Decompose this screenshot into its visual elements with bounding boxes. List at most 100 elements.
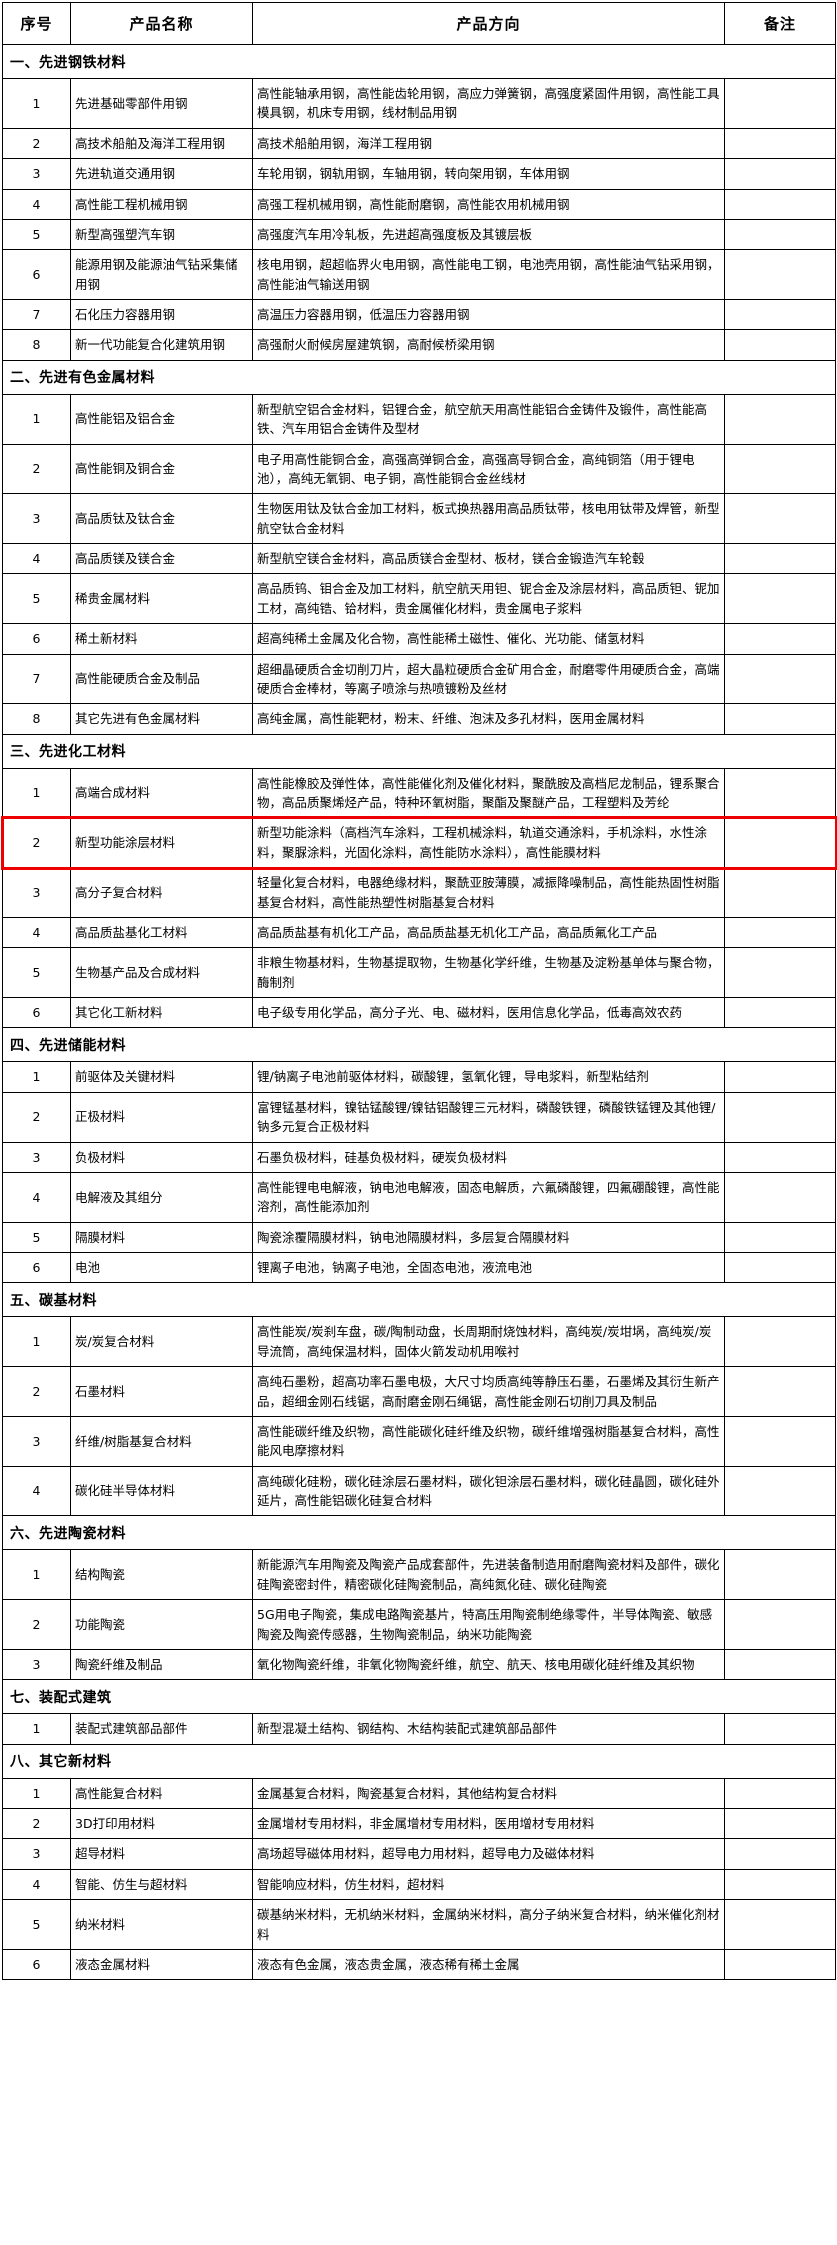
cell-remark — [724, 1713, 836, 1745]
table-row: 6 能源用钢及能源油气钻采集储用钢 核电用钢，超超临界火电用钢，高性能电工钢，电池壳… — [2, 249, 836, 300]
cell-product-direction: 新能源汽车用陶瓷及陶瓷产品成套部件，先进装备制造用耐磨陶瓷材料及部件，碳化硅陶瓷… — [252, 1549, 725, 1601]
cell-sequence-number: 3 — [2, 867, 71, 918]
cell-product-name: 高技术船舶及海洋工程用钢 — [70, 127, 253, 160]
cell-product-direction: 富锂锰基材料，镍钴锰酸锂/镍钴铝酸锂三元材料，磷酸铁锂，磷酸铁锰锂及其他锂/钠多… — [252, 1091, 725, 1143]
cell-product-name: 其它先进有色金属材料 — [70, 703, 253, 735]
cell-sequence-number: 5 — [2, 1899, 71, 1950]
cell-sequence-number: 3 — [2, 1141, 71, 1173]
column-header-name: 产品名称 — [70, 2, 253, 45]
table-row-highlighted: 2 新型功能涂层材料 新型功能涂料（高档汽车涂料，工程机械涂料，轨道交通涂料，手机涂… — [0, 815, 837, 870]
cell-product-direction: 高性能轴承用钢，高性能齿轮用钢，高应力弹簧钢，高强度紧固件用钢，高性能工具模具钢… — [252, 78, 725, 129]
table-row: 2 高技术船舶及海洋工程用钢 高技术船舶用钢，海洋工程用钢 — [2, 127, 836, 160]
cell-product-name: 液态金属材料 — [70, 1948, 253, 1981]
cell-remark — [724, 1061, 836, 1093]
cell-remark — [724, 653, 836, 705]
cell-remark — [724, 1465, 836, 1517]
cell-remark — [724, 1899, 836, 1950]
cell-remark — [724, 493, 836, 544]
cell-sequence-number: 3 — [2, 1415, 71, 1467]
cell-sequence-number: 8 — [2, 703, 71, 735]
cell-product-direction: 锂/钠离子电池前驱体材料，碳酸锂，氢氧化锂，导电浆料，新型粘结剂 — [252, 1061, 725, 1093]
section-title: 八、其它新材料 — [2, 1743, 836, 1779]
cell-remark — [724, 1366, 836, 1417]
cell-product-name: 新一代功能复合化建筑用钢 — [70, 329, 253, 361]
cell-product-direction: 新型航空铝合金材料，铝锂合金，航空航天用高性能铝合金铸件及锻件，高性能高铁、汽车… — [252, 393, 725, 445]
cell-product-name: 超导材料 — [70, 1838, 253, 1870]
section-header-row: 三、先进化工材料 — [2, 733, 836, 769]
table-row: 4 高品质盐基化工材料 高品质盐基有机化工产品，高品质盐基无机化工产品，高品质氟化工… — [2, 916, 836, 949]
cell-product-direction: 高性能炭/炭刹车盘，碳/陶制动盘，长周期耐烧蚀材料，高纯炭/炭坩埚，高纯炭/炭导… — [252, 1316, 725, 1368]
cell-product-direction: 电子用高性能铜合金，高强高弹铜合金，高强高导铜合金，高纯铜箔（用于锂电池），高纯… — [252, 443, 725, 495]
cell-remark — [724, 1171, 836, 1223]
cell-remark — [724, 703, 836, 735]
section-title: 四、先进储能材料 — [2, 1027, 836, 1063]
cell-sequence-number: 2 — [2, 127, 71, 160]
cell-remark — [724, 916, 836, 949]
cell-product-name: 智能、仿生与超材料 — [70, 1868, 253, 1901]
table-row: 5 稀贵金属材料 高品质钨、钼合金及加工材料，航空航天用钽、铌合金及涂层材料，高品质… — [2, 573, 836, 625]
cell-product-name: 电池 — [70, 1251, 253, 1284]
cell-product-name: 生物基产品及合成材料 — [70, 947, 253, 998]
cell-product-name: 高品质镁及镁合金 — [70, 542, 253, 575]
cell-product-direction: 高强度汽车用冷轧板，先进超高强度板及其镀层板 — [252, 218, 725, 251]
cell-remark — [724, 1648, 836, 1681]
section-header-row: 七、装配式建筑 — [2, 1679, 836, 1715]
cell-remark — [724, 1948, 836, 1981]
cell-remark — [724, 867, 836, 918]
cell-remark — [724, 817, 836, 869]
cell-product-name: 其它化工新材料 — [70, 996, 253, 1029]
cell-remark — [724, 298, 836, 331]
table-row: 4 高品质镁及镁合金 新型航空镁合金材料，高品质镁合金型材、板材，镁合金锻造汽车轮毂 — [2, 542, 836, 575]
table-row: 1 装配式建筑部品部件 新型混凝土结构、钢结构、木结构装配式建筑部品部件 — [2, 1713, 836, 1745]
cell-sequence-number: 7 — [2, 653, 71, 705]
cell-sequence-number: 5 — [2, 1221, 71, 1254]
table-header: 序号 产品名称 产品方向 备注 — [2, 2, 836, 45]
cell-product-direction: 轻量化复合材料，电器绝缘材料，聚酰亚胺薄膜，减振降噪制品，高性能热固性树脂基复合… — [252, 867, 725, 918]
cell-sequence-number: 2 — [2, 1599, 71, 1650]
cell-remark — [724, 329, 836, 361]
cell-product-name: 石墨材料 — [70, 1366, 253, 1417]
cell-sequence-number: 4 — [2, 916, 71, 949]
cell-sequence-number: 2 — [2, 443, 71, 495]
cell-product-name: 碳化硅半导体材料 — [70, 1465, 253, 1517]
cell-remark — [724, 1777, 836, 1810]
cell-product-direction: 智能响应材料，仿生材料，超材料 — [252, 1868, 725, 1901]
cell-product-direction: 新型航空镁合金材料，高品质镁合金型材、板材，镁合金锻造汽车轮毂 — [252, 542, 725, 575]
cell-sequence-number: 5 — [2, 218, 71, 251]
cell-remark — [724, 1316, 836, 1368]
cell-sequence-number: 2 — [2, 817, 71, 869]
cell-remark — [724, 249, 836, 300]
cell-remark — [724, 1549, 836, 1601]
table-row: 1 高性能复合材料 金属基复合材料，陶瓷基复合材料，其他结构复合材料 — [2, 1777, 836, 1810]
cell-product-direction: 高纯石墨粉，超高功率石墨电极，大尺寸均质高纯等静压石墨，石墨烯及其衍生新产品，超… — [252, 1366, 725, 1417]
table-row: 2 功能陶瓷 5G用电子陶瓷，集成电路陶瓷基片，特高压用陶瓷制绝缘零件，半导体陶瓷、… — [2, 1599, 836, 1650]
cell-sequence-number: 1 — [2, 78, 71, 129]
cell-product-direction: 高性能锂电电解液，钠电池电解液，固态电解质，六氟磷酸锂，四氟硼酸锂，高性能溶剂，… — [252, 1171, 725, 1223]
cell-sequence-number: 4 — [2, 1465, 71, 1517]
cell-remark — [724, 1091, 836, 1143]
column-header-note: 备注 — [724, 2, 836, 45]
table-row: 1 炭/炭复合材料 高性能炭/炭刹车盘，碳/陶制动盘，长周期耐烧蚀材料，高纯炭/炭坩… — [2, 1316, 836, 1368]
cell-product-name: 炭/炭复合材料 — [70, 1316, 253, 1368]
cell-sequence-number: 8 — [2, 329, 71, 361]
cell-product-direction: 金属增材专用材料，非金属增材专用材料，医用增材专用材料 — [252, 1807, 725, 1840]
cell-sequence-number: 4 — [2, 1868, 71, 1901]
cell-product-name: 高端合成材料 — [70, 767, 253, 819]
cell-product-name: 前驱体及关键材料 — [70, 1061, 253, 1093]
cell-product-name: 能源用钢及能源油气钻采集储用钢 — [70, 249, 253, 300]
section-header-row: 五、碳基材料 — [2, 1282, 836, 1318]
table-body: 一、先进钢铁材料 1 先进基础零部件用钢 高性能轴承用钢，高性能齿轮用钢，高应力弹簧钢… — [0, 44, 837, 1981]
table-row: 8 其它先进有色金属材料 高纯金属，高性能靶材，粉末、纤维、泡沫及多孔材料，医用金属… — [2, 703, 836, 735]
column-header-dir: 产品方向 — [252, 2, 725, 45]
table-row: 5 生物基产品及合成材料 非粮生物基材料，生物基提取物，生物基化学纤维，生物基及淀粉… — [2, 947, 836, 998]
cell-product-direction: 高温压力容器用钢，低温压力容器用钢 — [252, 298, 725, 331]
cell-sequence-number: 4 — [2, 1171, 71, 1223]
cell-sequence-number: 5 — [2, 947, 71, 998]
cell-remark — [724, 158, 836, 190]
cell-product-direction: 氧化物陶瓷纤维，非氧化物陶瓷纤维，航空、航天、核电用碳化硅纤维及其织物 — [252, 1648, 725, 1681]
table-row: 7 石化压力容器用钢 高温压力容器用钢，低温压力容器用钢 — [2, 298, 836, 331]
cell-product-name: 高性能工程机械用钢 — [70, 188, 253, 220]
table-row: 4 碳化硅半导体材料 高纯碳化硅粉，碳化硅涂层石墨材料，碳化钽涂层石墨材料，碳化硅晶… — [2, 1465, 836, 1517]
cell-product-name: 装配式建筑部品部件 — [70, 1713, 253, 1745]
cell-product-direction: 石墨负极材料，硅基负极材料，硬炭负极材料 — [252, 1141, 725, 1173]
